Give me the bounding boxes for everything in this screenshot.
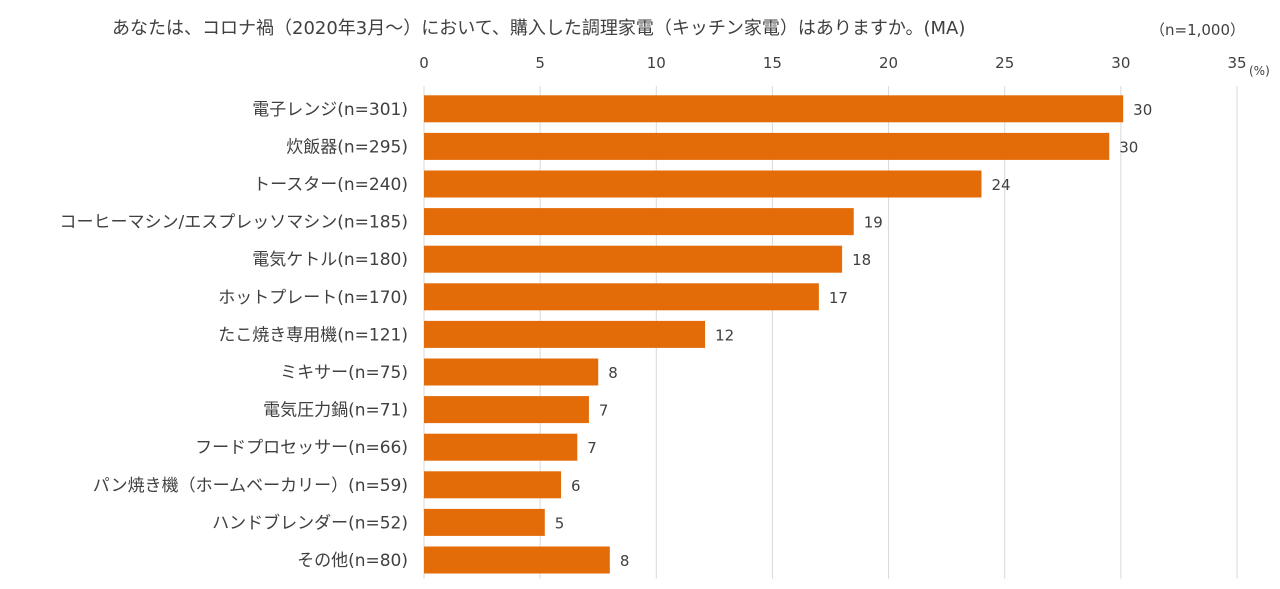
- data-label: 6: [571, 477, 581, 495]
- category-label: 炊飯器(n=295): [286, 137, 408, 157]
- category-label: ミキサー(n=75): [280, 363, 408, 383]
- x-tick-label: 30: [1111, 54, 1130, 72]
- bar: [424, 132, 1110, 160]
- category-label: ホットプレート(n=170): [218, 288, 408, 308]
- data-label: 7: [587, 439, 597, 457]
- x-unit-label: (%): [1249, 64, 1270, 78]
- category-label: 電気ケトル(n=180): [252, 250, 408, 270]
- chart-title: あなたは、コロナ禍（2020年3月～）において、購入した調理家電（キッチン家電）…: [112, 18, 966, 39]
- bar: [424, 208, 854, 236]
- bar: [424, 170, 982, 198]
- bar: [424, 433, 578, 461]
- data-label: 30: [1133, 101, 1152, 119]
- bar: [424, 320, 706, 348]
- data-label: 30: [1119, 138, 1138, 156]
- x-tick-label: 20: [879, 54, 898, 72]
- bar: [424, 471, 562, 499]
- category-label: コーヒーマシン/エスプレッソマシン(n=185): [60, 213, 408, 233]
- bar: [424, 245, 843, 273]
- data-label: 7: [599, 402, 609, 420]
- x-tick-label: 25: [995, 54, 1014, 72]
- data-label: 12: [715, 326, 734, 344]
- category-label: 電子レンジ(n=301): [252, 100, 408, 120]
- x-tick-label: 10: [647, 54, 666, 72]
- bar: [424, 283, 819, 311]
- x-tick-label: 5: [535, 54, 545, 72]
- category-label: トースター(n=240): [253, 175, 408, 195]
- bar: [424, 95, 1124, 123]
- x-tick-label: 35: [1227, 54, 1246, 72]
- category-label: フードプロセッサー(n=66): [195, 438, 408, 458]
- data-label: 18: [852, 251, 871, 269]
- category-label: ハンドブレンダー(n=52): [212, 512, 408, 533]
- bar: [424, 358, 599, 386]
- category-label: たこ焼き専用機(n=121): [218, 325, 408, 345]
- data-label: 19: [864, 214, 883, 232]
- data-label: 17: [829, 289, 848, 307]
- bar: [424, 396, 589, 424]
- x-tick-label: 0: [419, 54, 429, 72]
- data-label: 8: [608, 364, 618, 382]
- category-label: その他(n=80): [297, 551, 408, 571]
- x-tick-label: 15: [763, 54, 782, 72]
- sample-size-note: （n=1,000）: [1150, 21, 1246, 39]
- bar: [424, 508, 545, 536]
- data-label: 24: [991, 176, 1010, 194]
- category-label: パン焼き機（ホームベーカリー）(n=59): [93, 476, 408, 496]
- category-label: 電気圧力鍋(n=71): [263, 401, 408, 421]
- data-label: 8: [620, 552, 630, 570]
- data-label: 5: [555, 514, 565, 532]
- bar: [424, 546, 610, 574]
